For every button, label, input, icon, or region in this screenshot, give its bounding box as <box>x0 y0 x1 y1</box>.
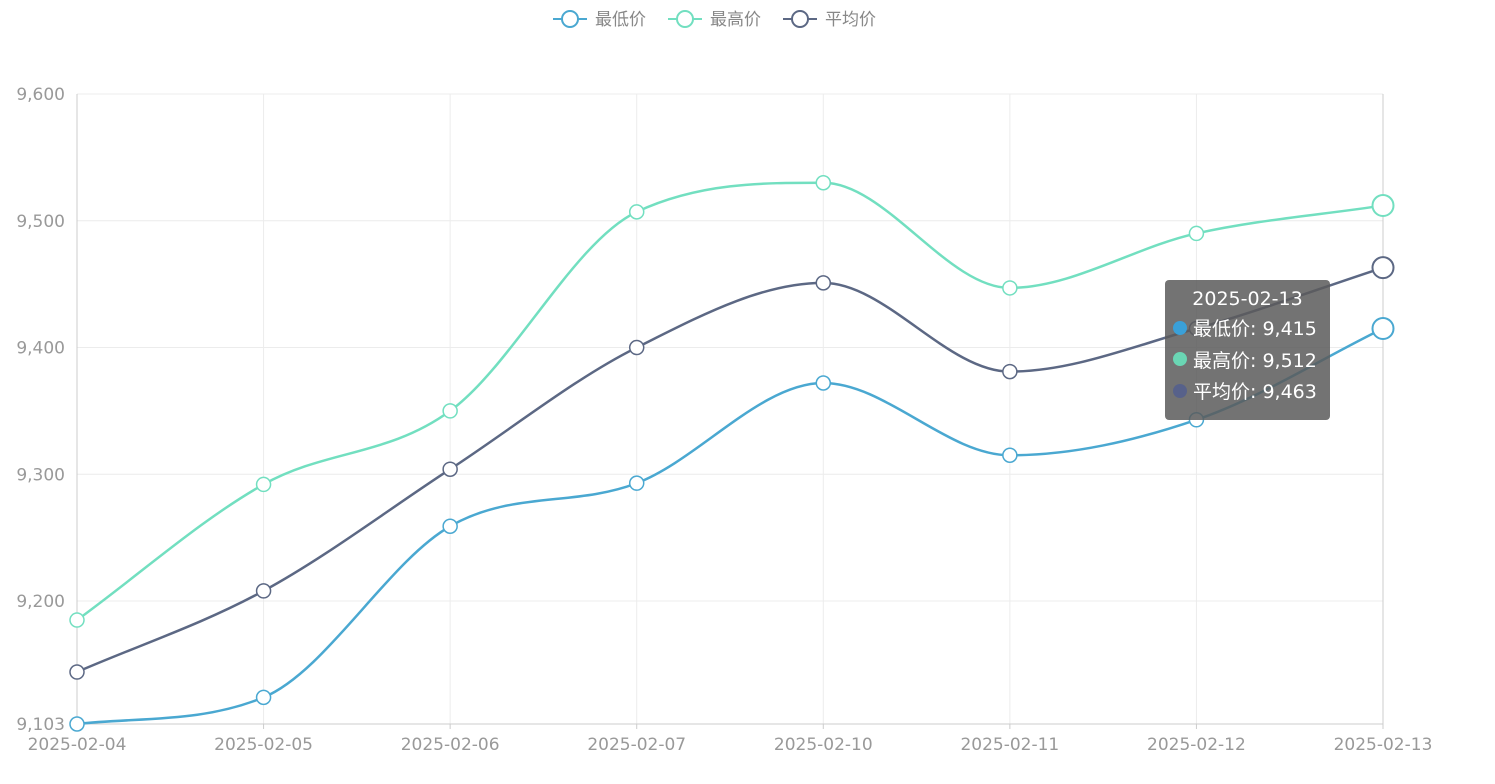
data-point-high[interactable] <box>442 403 458 419</box>
tooltip-text-low: 最低价: 9,415 <box>1193 318 1317 341</box>
data-point-avg[interactable] <box>1002 363 1018 380</box>
series-high <box>69 174 1395 628</box>
data-point-high[interactable] <box>69 612 85 628</box>
axes: 9,103 9,200 9,300 9,400 9,500 9,600 2025-02-04… <box>16 85 1432 755</box>
data-point-low[interactable] <box>255 689 272 706</box>
data-point-avg[interactable] <box>255 583 272 599</box>
grid-lines <box>77 93 1383 724</box>
data-point-avg[interactable] <box>815 275 832 291</box>
tooltip-title: 2025-02-13 <box>1192 288 1303 310</box>
y-tick-label: 9,500 <box>16 212 65 232</box>
legend-label: 平均价 <box>825 10 876 30</box>
legend-item-avg[interactable]: 平均价 <box>783 10 876 30</box>
data-point-low[interactable] <box>1002 447 1018 464</box>
tooltip-row-avg: 平均价: 9,463 <box>1173 375 1330 407</box>
tooltip-text-high: 最高价: 9,512 <box>1193 349 1317 372</box>
data-point-low[interactable] <box>1371 317 1395 341</box>
data-point-high[interactable] <box>255 476 272 493</box>
x-tick-label: 2025-02-10 <box>774 735 873 755</box>
x-tick-label: 2025-02-07 <box>587 735 686 755</box>
data-point-high[interactable] <box>1002 280 1018 296</box>
tooltip-text-avg: 平均价: 9,463 <box>1193 381 1317 404</box>
series-line-high <box>76 181 1384 622</box>
tooltip-row-high: 最高价: 9,512 <box>1173 344 1330 376</box>
data-point-avg[interactable] <box>1371 256 1395 280</box>
legend-item-high[interactable]: 最高价 <box>668 10 761 30</box>
data-point-avg[interactable] <box>442 461 458 477</box>
x-tick-label: 2025-02-12 <box>1147 735 1246 755</box>
data-point-avg[interactable] <box>69 664 85 680</box>
x-tick-label: 2025-02-13 <box>1334 735 1433 755</box>
data-point-low[interactable] <box>628 475 645 491</box>
data-point-low[interactable] <box>69 716 85 732</box>
tooltip: 2025-02-13 最低价: 9,415 最高价: 9,512 平均价: 9,… <box>1165 280 1330 420</box>
legend-marker <box>791 10 809 28</box>
tooltip-dot-high <box>1173 352 1187 367</box>
data-point-avg[interactable] <box>628 339 645 356</box>
series-low <box>69 317 1395 732</box>
x-tick-label: 2025-02-05 <box>214 735 313 755</box>
data-point-low[interactable] <box>442 518 458 535</box>
series-lines <box>69 174 1395 732</box>
data-point-high[interactable] <box>628 204 645 220</box>
tooltip-dot-low <box>1173 320 1187 335</box>
x-tick-label: 2025-02-11 <box>960 735 1059 755</box>
x-tick-label: 2025-02-04 <box>28 735 127 755</box>
x-tick-label: 2025-02-06 <box>401 735 500 755</box>
data-point-high[interactable] <box>1371 194 1395 218</box>
data-point-low[interactable] <box>815 375 832 391</box>
series-line-low <box>76 327 1384 726</box>
legend[interactable]: 最低价 最高价 平均价 <box>553 10 876 30</box>
legend-label: 最高价 <box>710 10 761 30</box>
y-tick-label: 9,300 <box>16 465 65 485</box>
data-point-high[interactable] <box>815 174 832 191</box>
y-tick-label: 9,103 <box>16 715 65 735</box>
tooltip-dot-avg <box>1173 383 1187 398</box>
legend-marker <box>676 10 694 28</box>
y-tick-label: 9,200 <box>16 592 65 612</box>
y-tick-label: 9,600 <box>16 85 65 105</box>
y-tick-label: 9,400 <box>16 339 65 359</box>
legend-item-low[interactable]: 最低价 <box>553 10 646 30</box>
tooltip-row-low: 最低价: 9,415 <box>1173 312 1330 344</box>
legend-marker <box>561 10 579 28</box>
data-point-high[interactable] <box>1188 225 1205 242</box>
legend-label: 最低价 <box>595 10 646 30</box>
